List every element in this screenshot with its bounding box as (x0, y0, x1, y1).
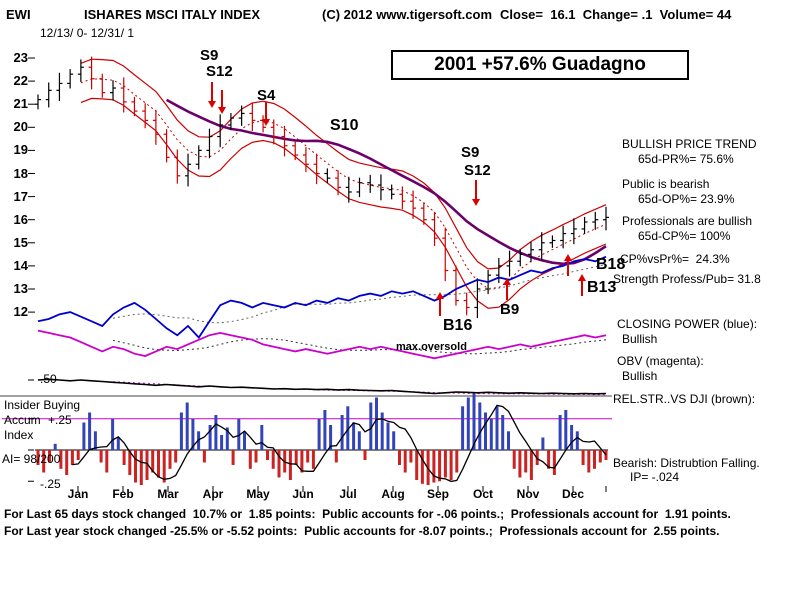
lower-band-line (80, 97, 607, 309)
annual-gain-label: 2001 +57.6% Guadagno (434, 54, 646, 75)
y-axis-label: 12 (13, 304, 28, 320)
ai-ratio-label: AI= 98/200 (2, 452, 61, 466)
y-axis-label: 15 (13, 234, 28, 250)
pr-percent-value: 65d-PR%= 75.6% (638, 152, 734, 166)
professional-sentiment: Professionals are bullish (622, 214, 753, 228)
signal-label: S9 (200, 47, 219, 64)
ai-ma-line (72, 404, 607, 483)
month-label: Mar (157, 487, 179, 501)
month-label: Dec (561, 487, 584, 501)
summary-line-65d: For Last 65 days stock changed 10.7% or … (4, 507, 731, 521)
y-axis-label: 22 (13, 73, 28, 89)
price-trend-status: BULLISH PRICE TREND (622, 137, 757, 151)
month-label: May (246, 487, 270, 501)
obv-heading: OBV (magenta): (617, 354, 704, 368)
copyright-text: (C) 2012 www.tigersoft.com (322, 7, 492, 22)
rel-str-heading: REL.STR..VS DJI (brown): (613, 392, 756, 406)
closing-power-heading: CLOSING POWER (blue): (617, 317, 758, 331)
signal-label: S12 (206, 63, 233, 80)
obv-status: Bullish (622, 369, 658, 383)
month-label: Nov (516, 487, 540, 501)
price-series (35, 56, 609, 319)
closing-power-line (37, 255, 607, 339)
index-label: Index (4, 428, 34, 442)
month-label: Feb (112, 487, 134, 501)
signal-label: S9 (461, 144, 480, 161)
y-axis-label: 18 (13, 165, 28, 181)
plus25-label: +.25 (48, 413, 72, 427)
public-sentiment: Public is bearish (622, 177, 710, 191)
signal-label: max.oversold (396, 341, 467, 353)
signal-label: B16 (443, 317, 473, 334)
rel-str-status: Bearish: Distrubtion Falling. (613, 456, 760, 470)
signal-arrows (208, 82, 586, 316)
y-axis-label: 13 (13, 281, 28, 296)
month-label: Jun (292, 487, 314, 501)
y-axis-label: 21 (13, 96, 28, 112)
cp-ma-dotted (112, 264, 607, 324)
op-percent-value: 65d-OP%= 23.9% (638, 192, 735, 206)
rel-str-line (37, 378, 607, 395)
security-name: ISHARES MSCI ITALY INDEX (84, 7, 261, 22)
long-ma-line (165, 98, 607, 266)
signal-label: S12 (464, 162, 491, 179)
strength-ratio-value: Strength Profess/Pub= 31.8 (613, 272, 761, 286)
accum-label: Accum (4, 413, 41, 427)
cp-vs-pr-value: CP%vsPr%= 24.3% (620, 252, 730, 266)
y-axis-label: 14 (13, 257, 28, 273)
month-label: Jul (339, 487, 357, 501)
closing-power-status: Bullish (622, 332, 658, 346)
signal-label: B9 (500, 301, 520, 318)
signal-label: S10 (330, 117, 359, 134)
month-label: Jan (67, 487, 89, 501)
rs-level-label: .50 (40, 372, 57, 386)
summary-line-year: For Last year stock changed -25.5% or -5… (4, 524, 720, 538)
ticker-symbol: EWI (6, 7, 31, 22)
annual-gain-box: 2001 +57.6% Guadagno (391, 50, 689, 80)
minus25-label: -.25 (40, 477, 61, 491)
ip-value: IP= -.024 (630, 470, 680, 484)
date-range: 12/13/ 0- 12/31/ 1 (40, 26, 135, 40)
y-axis-label: 20 (13, 119, 28, 135)
month-label: Aug (381, 487, 405, 501)
month-label: Apr (202, 487, 224, 501)
cp-percent-value: 65d-CP%= 100% (638, 229, 731, 243)
accum-index-histogram (36, 393, 608, 485)
y-axis-label: 17 (13, 188, 28, 204)
y-axis-label: 16 (13, 211, 28, 227)
mid-band-dotted-line (80, 78, 607, 290)
signal-label: B13 (587, 279, 617, 296)
insider-buying-label: Insider Buying (4, 398, 81, 412)
month-label: Sep (426, 487, 449, 501)
obv-line (37, 329, 607, 360)
indicator-lines (37, 255, 607, 396)
signal-label: S4 (257, 87, 276, 104)
signal-label: B18 (596, 256, 626, 273)
quote-summary: Close= 16.1 Change= .1 Volume= 44 (500, 7, 732, 22)
upper-band-line (80, 58, 607, 270)
y-axis-label: 19 (13, 142, 28, 158)
y-axis-label: 23 (13, 50, 28, 65)
month-label: Oct (472, 487, 493, 501)
